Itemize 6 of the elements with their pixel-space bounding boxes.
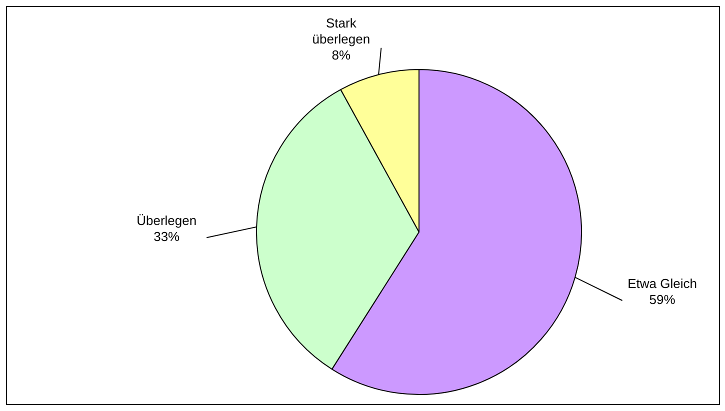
slice-label: Überlegen bbox=[136, 213, 197, 228]
slice-label: Stark überlegen bbox=[312, 15, 370, 46]
slice-label: Etwa Gleich bbox=[628, 276, 697, 292]
data-label: 59% bbox=[649, 292, 676, 308]
data-label: 33% bbox=[154, 229, 180, 244]
data-label: 8% bbox=[332, 47, 352, 62]
